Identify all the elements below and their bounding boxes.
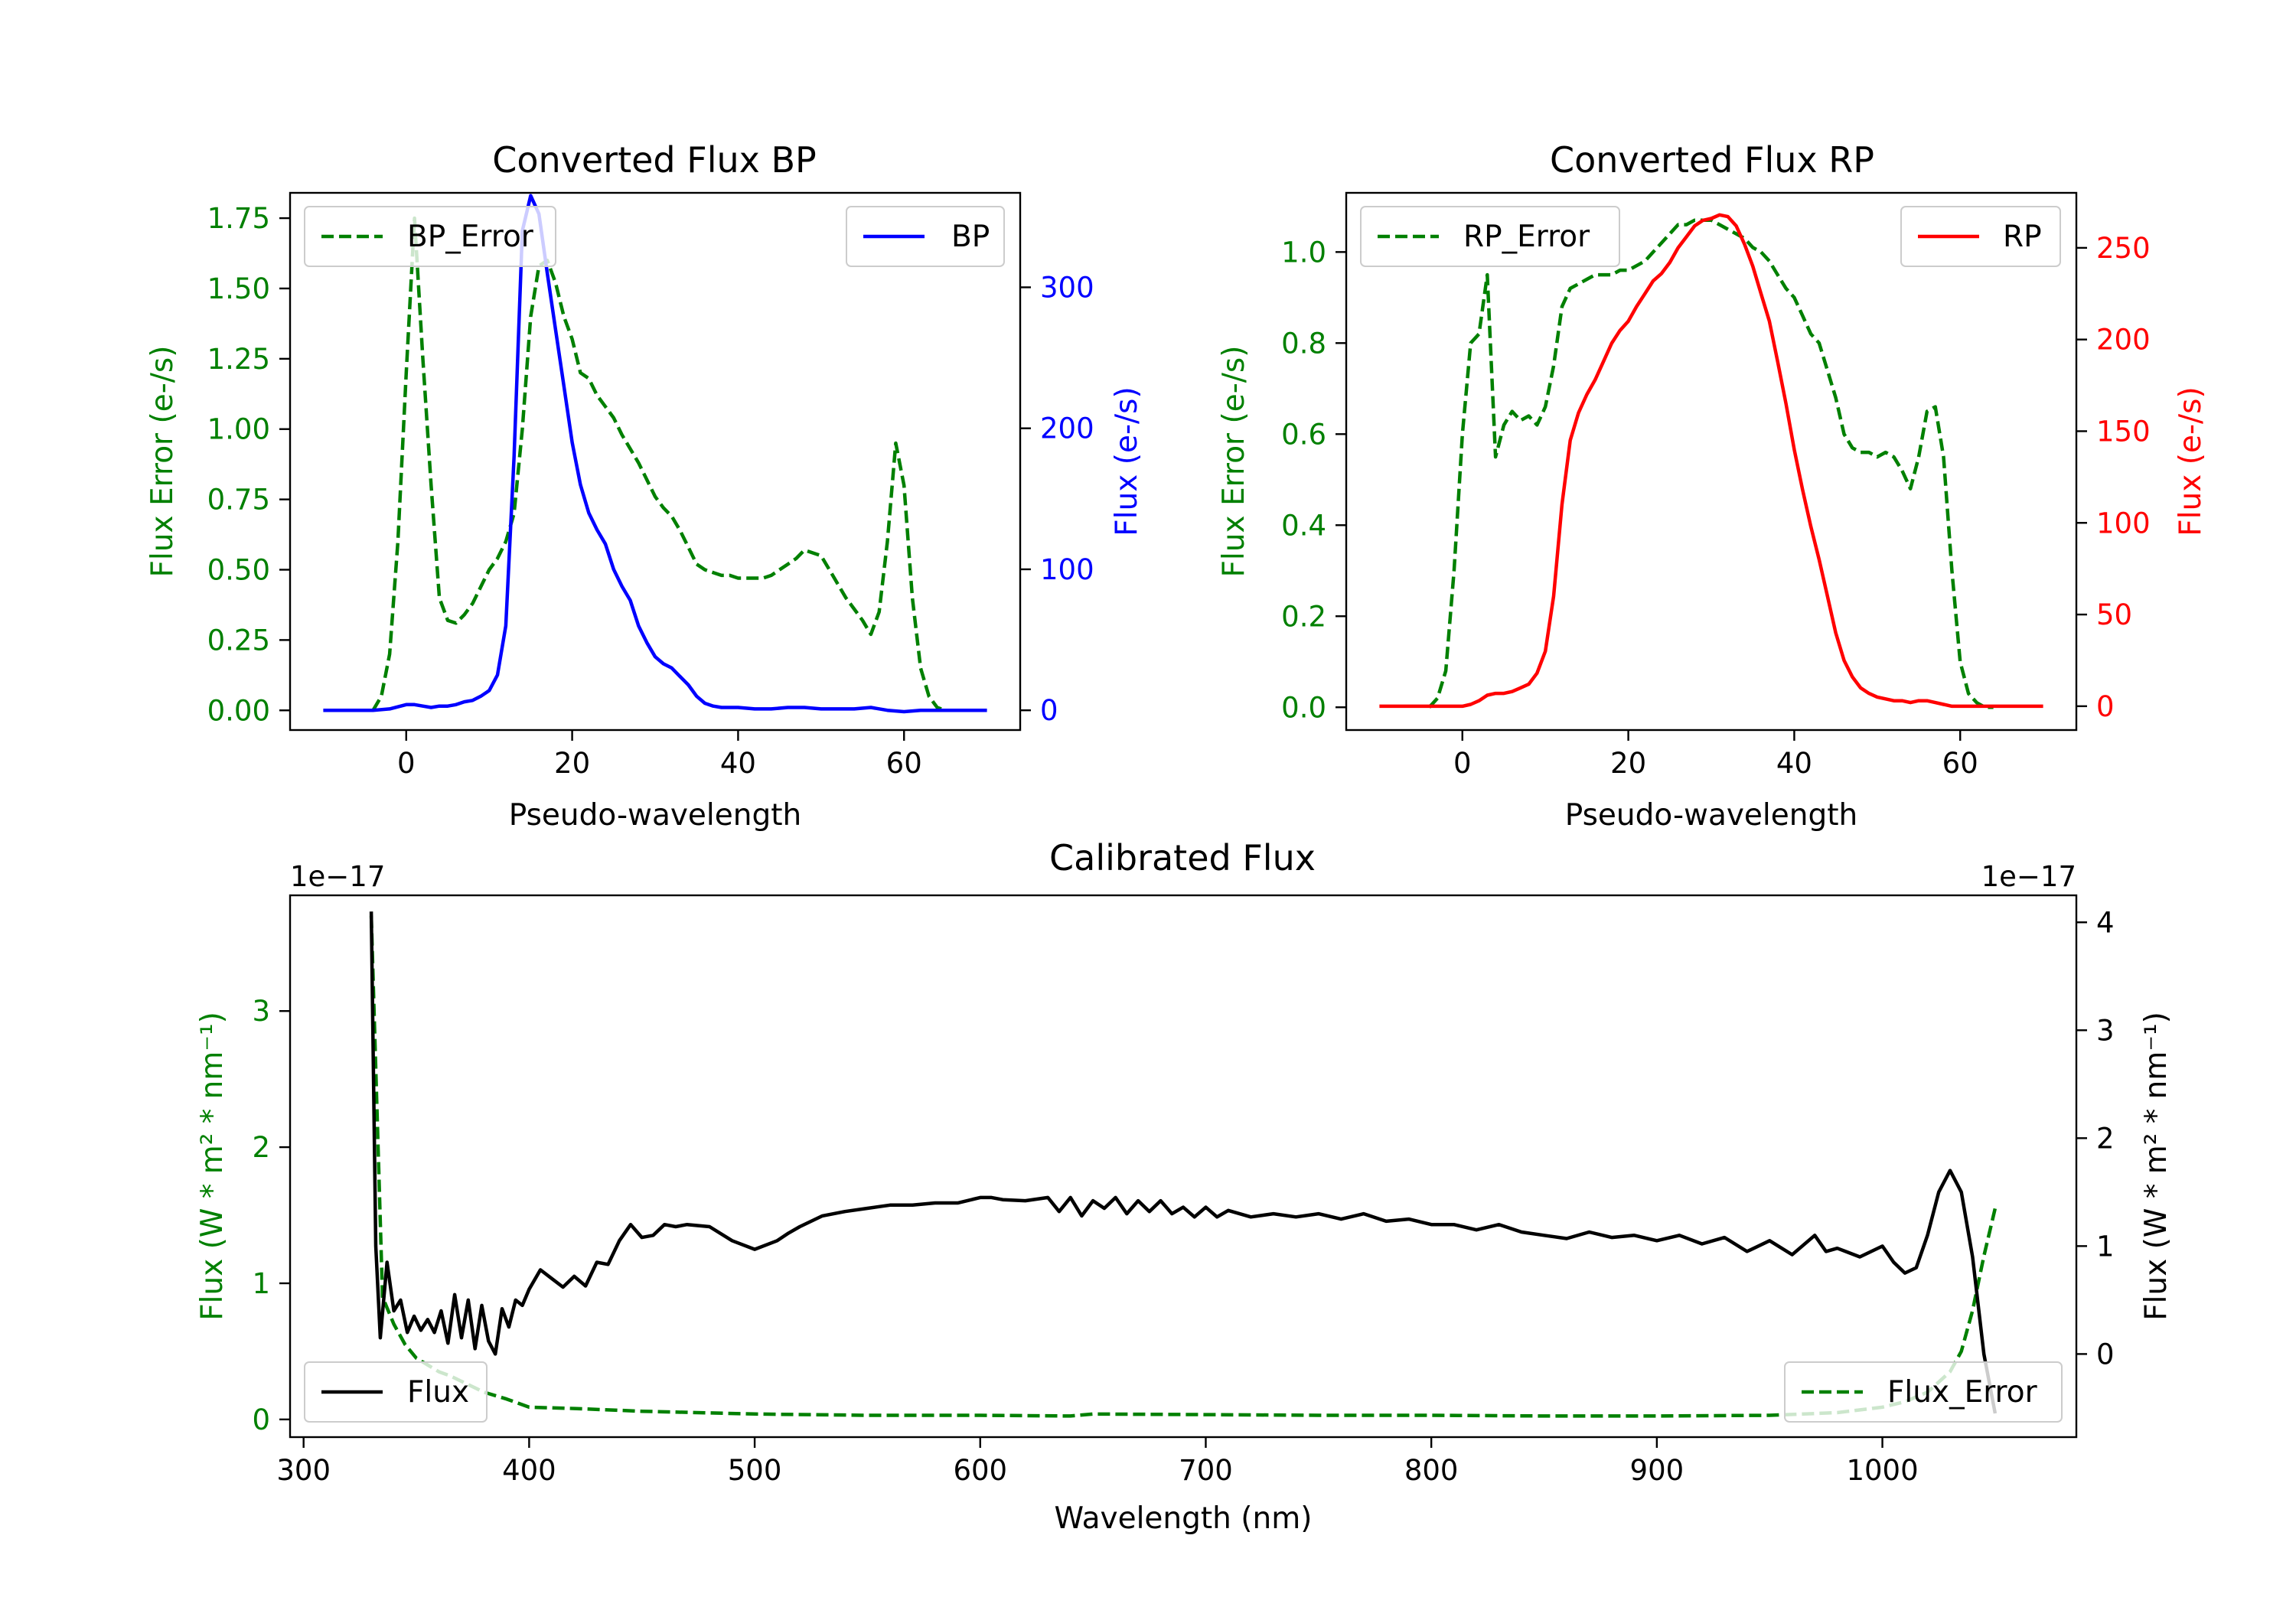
bp-right-y-label: Flux (e-/s) — [1110, 386, 1144, 536]
x-tick-label: 40 — [1776, 747, 1812, 780]
bp-legend-right: BP — [846, 206, 1005, 267]
left-y-tick-label: 0.00 — [207, 694, 270, 727]
left-y-tick-label: 0.75 — [207, 484, 270, 517]
x-tick-label: 20 — [1610, 747, 1646, 780]
bp-left-y-label: Flux Error (e-/s) — [145, 346, 180, 578]
x-tick-label: 0 — [397, 747, 416, 780]
cal-left-offset-text: 1e−17 — [290, 860, 385, 893]
right-y-tick-label: 150 — [2096, 415, 2151, 448]
cal-title: Calibrated Flux — [1049, 837, 1316, 878]
right-y-tick-label: 1 — [2096, 1230, 2115, 1263]
legend-label-bp-error: BP_Error — [407, 220, 534, 254]
left-y-tick-label: 1.75 — [207, 202, 270, 235]
left-y-tick-label: 0.50 — [207, 554, 270, 587]
left-y-tick-label: 0.25 — [207, 624, 270, 657]
x-tick-label: 60 — [1942, 747, 1978, 780]
left-y-tick-label: 0.6 — [1281, 418, 1326, 451]
rp-panel: Converted Flux RP 0 20 40 60 0.0 0.2 0.4 0.6 0.… — [1217, 139, 2208, 833]
x-tick-label: 40 — [720, 747, 756, 780]
right-y-tick-label: 4 — [2096, 906, 2115, 939]
left-y-tick-label: 0.2 — [1281, 600, 1326, 633]
left-y-tick-label: 1.50 — [207, 272, 270, 305]
rp-x-label: Pseudo-wavelength — [1565, 798, 1857, 833]
left-y-tick-label: 0.8 — [1281, 327, 1326, 360]
left-y-tick-label: 1.25 — [207, 343, 270, 376]
right-y-tick-label: 0 — [2096, 1338, 2115, 1371]
legend-label-bp: BP — [951, 220, 990, 254]
legend-label-rp: RP — [2003, 220, 2042, 254]
cal-legend-right: Flux_Error — [1784, 1361, 2063, 1423]
cal-x-label: Wavelength (nm) — [1055, 1501, 1313, 1536]
x-tick-label: 800 — [1404, 1454, 1459, 1487]
x-tick-label: 60 — [886, 747, 922, 780]
series-line-bp-error — [371, 216, 954, 712]
bp-title: Converted Flux BP — [492, 139, 817, 181]
rp-axes-frame — [1345, 191, 2078, 732]
cal-right-y-label: Flux (W * m² * nm⁻¹) — [2139, 1012, 2174, 1321]
series-line-flux — [369, 911, 1998, 1414]
left-y-tick-label: 0.4 — [1281, 509, 1326, 542]
right-y-tick-label: 100 — [1040, 553, 1094, 586]
x-tick-label: 300 — [276, 1454, 331, 1487]
series-line-flux-error — [369, 915, 1998, 1418]
left-y-tick-label: 2 — [252, 1131, 270, 1164]
bp-legend-left: BP_Error — [304, 206, 556, 267]
right-y-tick-label: 200 — [2096, 324, 2151, 357]
right-y-tick-label: 100 — [2096, 507, 2151, 539]
cal-left-y-label: Flux (W * m² * nm⁻¹) — [195, 1012, 230, 1321]
x-tick-label: 0 — [1453, 747, 1472, 780]
right-y-tick-label: 200 — [1040, 412, 1094, 445]
x-tick-label: 20 — [554, 747, 590, 780]
right-y-tick-label: 50 — [2096, 598, 2132, 631]
x-tick-label: 600 — [953, 1454, 1007, 1487]
left-y-tick-label: 0.0 — [1281, 691, 1326, 724]
right-y-tick-label: 0 — [1040, 694, 1058, 727]
legend-label-flux-error: Flux_Error — [1887, 1375, 2038, 1410]
left-y-tick-label: 1.0 — [1281, 236, 1326, 269]
right-y-tick-label: 250 — [2096, 232, 2151, 265]
rp-right-y-label: Flux (e-/s) — [2174, 386, 2208, 536]
series-line-rp-error — [1427, 218, 1994, 709]
rp-legend-left: RP_Error — [1360, 206, 1620, 267]
left-y-tick-label: 0 — [252, 1403, 270, 1436]
left-y-tick-label: 1 — [252, 1267, 270, 1300]
left-y-tick-label: 1.00 — [207, 413, 270, 446]
x-tick-label: 400 — [502, 1454, 556, 1487]
cal-axes-frame — [289, 894, 2078, 1439]
right-y-tick-label: 300 — [1040, 271, 1094, 304]
x-tick-label: 700 — [1179, 1454, 1233, 1487]
cal-panel: Calibrated Flux 1e−17 1e−17 300 400 500 600… — [195, 837, 2174, 1536]
x-tick-label: 1000 — [1846, 1454, 1918, 1487]
legend-label-rp-error: RP_Error — [1463, 220, 1590, 254]
legend-label-flux: Flux — [407, 1375, 469, 1410]
left-y-tick-label: 3 — [252, 995, 270, 1028]
rp-title: Converted Flux RP — [1550, 139, 1874, 181]
cal-legend-left: Flux — [304, 1361, 488, 1423]
cal-right-offset-text: 1e−17 — [1981, 860, 2076, 893]
x-tick-label: 900 — [1630, 1454, 1684, 1487]
right-y-tick-label: 3 — [2096, 1014, 2115, 1047]
rp-legend-right: RP — [1900, 206, 2061, 267]
bp-x-label: Pseudo-wavelength — [509, 798, 801, 833]
right-y-tick-label: 0 — [2096, 690, 2115, 723]
x-tick-label: 500 — [728, 1454, 782, 1487]
bp-panel: Converted Flux BP 0 20 40 60 0.00 0.25 0.50 0.… — [145, 139, 1144, 833]
rp-left-y-label: Flux Error (e-/s) — [1217, 346, 1251, 578]
bp-axes-frame — [289, 191, 1022, 732]
right-y-tick-label: 2 — [2096, 1122, 2115, 1155]
series-line-bp — [323, 194, 987, 714]
series-line-rp — [1379, 213, 2043, 709]
